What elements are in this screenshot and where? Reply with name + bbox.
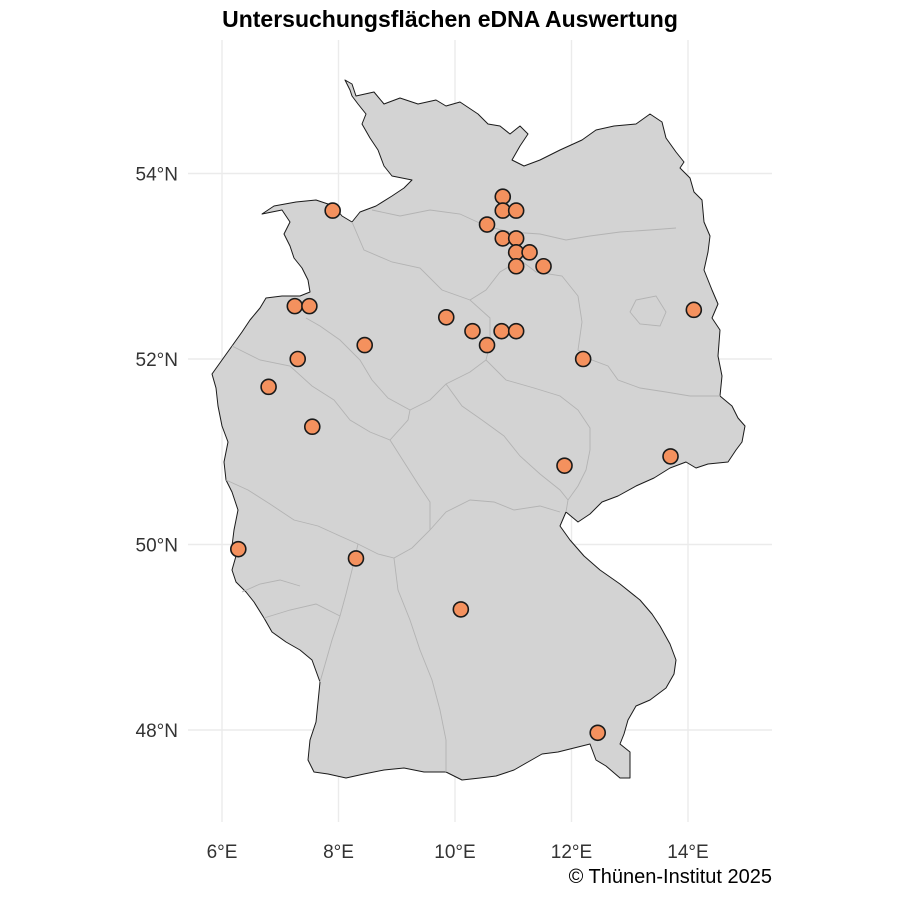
survey-site-marker [478,336,496,354]
survey-site-marker [303,418,321,436]
survey-site-marker [556,457,573,474]
x-tick-label: 10°E [434,842,475,863]
x-tick-label: 12°E [551,842,592,863]
survey-site-marker [521,244,538,261]
x-tick-label: 6°E [207,842,238,863]
survey-site-marker [452,601,470,618]
survey-site-marker [662,448,679,465]
survey-site-marker [493,322,510,340]
survey-site-marker [535,257,552,275]
y-tick-label: 54°N [136,165,178,186]
survey-sites [230,188,703,742]
map-title: Untersuchungsflächen eDNA Auswertung [222,6,678,32]
survey-site-marker [230,540,247,558]
survey-site-marker [685,301,703,319]
y-tick-label: 50°N [136,536,178,557]
survey-site-marker [301,297,318,315]
survey-site-marker [464,322,481,340]
germany-landmass [211,79,746,781]
survey-site-marker [494,188,512,205]
survey-site-marker [507,230,525,247]
y-tick-label: 48°N [136,721,178,742]
survey-site-marker [589,724,607,742]
survey-site-marker [507,202,525,219]
x-tick-label: 8°E [323,842,354,863]
survey-site-marker [507,322,525,340]
y-tick-label: 52°N [136,350,178,371]
survey-site-marker [286,297,304,315]
copyright-caption: © Thünen-Institut 2025 [568,866,772,888]
x-tick-label: 14°E [667,842,708,863]
survey-site-marker [260,378,277,396]
survey-site-marker [437,308,455,326]
survey-site-marker [347,550,365,567]
survey-site-marker [289,350,307,368]
axis-ticks: 6°E 8°E 10°E 12°E 14°E 48°N 50°N 52°N 54°N [136,165,709,864]
survey-site-marker [574,350,592,368]
survey-site-marker [324,202,341,219]
survey-site-marker [478,216,496,233]
survey-site-marker [507,257,525,275]
survey-site-marker [356,336,374,354]
